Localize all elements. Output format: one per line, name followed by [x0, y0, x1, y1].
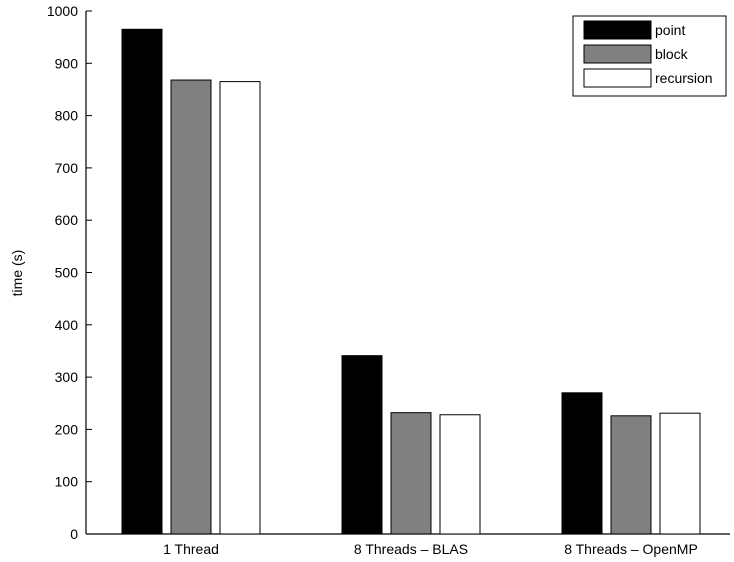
- y-tick-label: 200: [55, 421, 79, 437]
- bar-point: [561, 392, 603, 535]
- legend-label-point: point: [655, 22, 685, 38]
- bar-recursion: [219, 81, 261, 535]
- bar-point: [121, 28, 163, 535]
- y-tick-label: 100: [55, 474, 79, 490]
- bar-point: [341, 355, 383, 535]
- y-axis-ticks: 0 100 200 300 400 500 600 700 800 900 1000: [47, 3, 92, 542]
- legend-swatch-point: [583, 20, 652, 40]
- y-tick-label: 400: [55, 317, 79, 333]
- legend-swatch-block: [583, 44, 652, 64]
- bars: [121, 28, 701, 535]
- y-tick-label: 0: [70, 526, 78, 542]
- x-axis-ticks: 1 Thread 8 Threads – BLAS 8 Threads – Open…: [163, 528, 698, 557]
- bar-recursion: [659, 412, 701, 535]
- bar-block: [610, 415, 652, 535]
- legend-swatch-recursion: [583, 68, 652, 88]
- bar-recursion: [439, 414, 481, 535]
- x-tick-label: 8 Threads – BLAS: [354, 541, 468, 557]
- x-tick-label: 1 Thread: [163, 541, 219, 557]
- y-tick-label: 700: [55, 160, 79, 176]
- y-tick-label: 900: [55, 55, 79, 71]
- y-tick-label: 1000: [47, 3, 78, 19]
- legend-label-block: block: [655, 46, 689, 62]
- y-axis-label: time (s): [9, 250, 25, 297]
- bar-block: [390, 412, 432, 535]
- y-tick-label: 500: [55, 265, 79, 281]
- y-tick-label: 600: [55, 212, 79, 228]
- plot-area: 0 100 200 300 400 500 600 700 800 900 1000 1 Threa…: [47, 3, 730, 557]
- y-tick-label: 800: [55, 108, 79, 124]
- legend: point block recursion: [572, 15, 727, 97]
- y-tick-label: 300: [55, 369, 79, 385]
- legend-label-recursion: recursion: [655, 70, 713, 86]
- bar-block: [170, 79, 212, 535]
- x-tick-label: 8 Threads – OpenMP: [564, 541, 698, 557]
